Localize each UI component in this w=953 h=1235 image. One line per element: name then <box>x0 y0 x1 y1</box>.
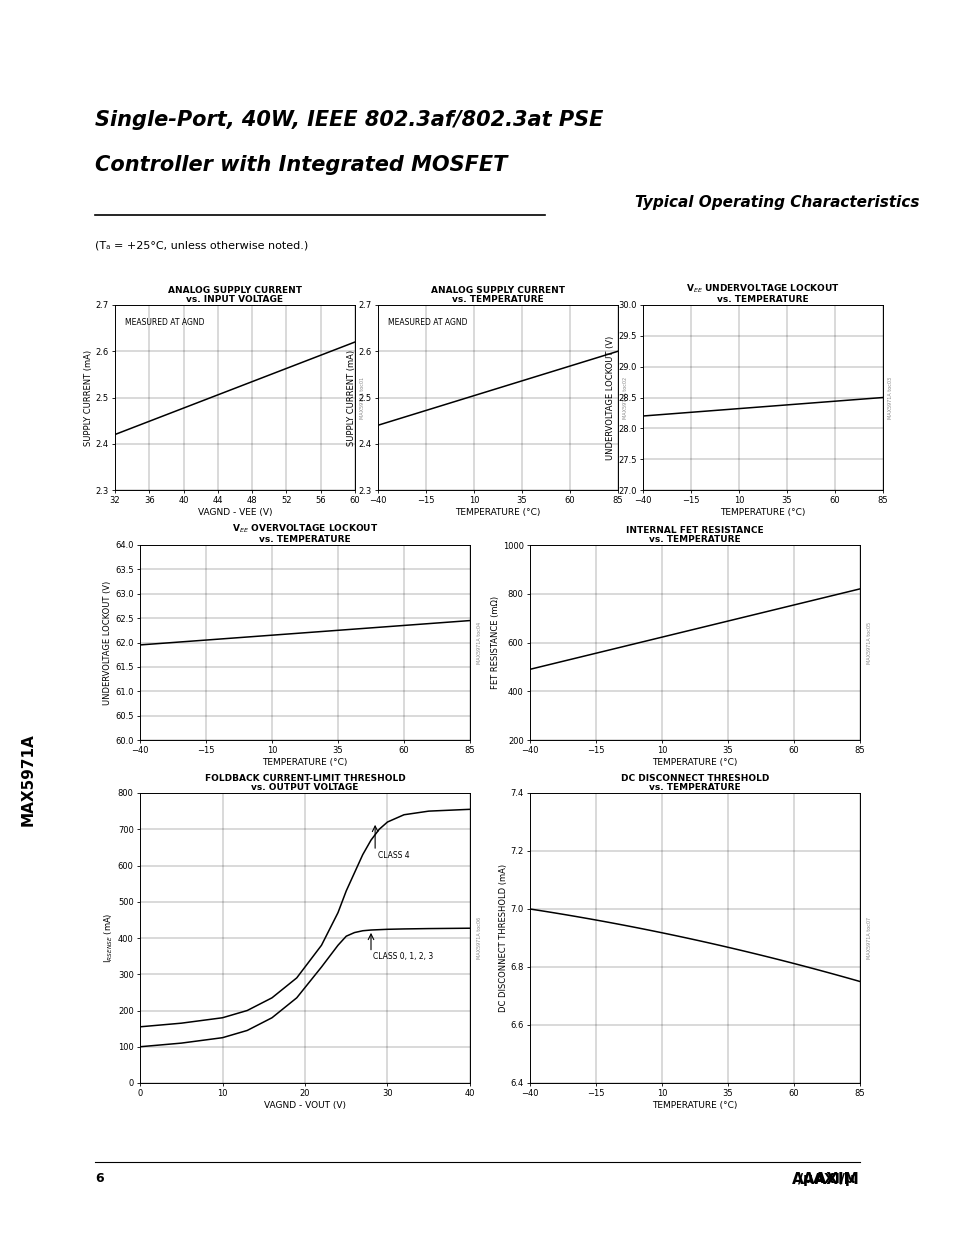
Text: vs. TEMPERATURE: vs. TEMPERATURE <box>648 783 740 792</box>
Text: MAX5971A toc06: MAX5971A toc06 <box>476 916 481 960</box>
Text: MEASURED AT AGND: MEASURED AT AGND <box>387 317 467 327</box>
Y-axis label: UNDERVOLTAGE LOCKOUT (V): UNDERVOLTAGE LOCKOUT (V) <box>103 580 112 705</box>
X-axis label: TEMPERATURE (°C): TEMPERATURE (°C) <box>455 508 540 517</box>
Y-axis label: SUPPLY CURRENT (mA): SUPPLY CURRENT (mA) <box>346 350 355 446</box>
Text: FOLDBACK CURRENT-LIMIT THRESHOLD: FOLDBACK CURRENT-LIMIT THRESHOLD <box>204 774 405 783</box>
Y-axis label: DC DISCONNECT THRESHOLD (mA): DC DISCONNECT THRESHOLD (mA) <box>498 864 507 1011</box>
X-axis label: VAGND - VEE (V): VAGND - VEE (V) <box>197 508 272 517</box>
Text: vs. TEMPERATURE: vs. TEMPERATURE <box>648 535 740 543</box>
Text: MEASURED AT AGND: MEASURED AT AGND <box>125 317 204 327</box>
Text: vs. TEMPERATURE: vs. TEMPERATURE <box>452 295 543 304</box>
Y-axis label: FET RESISTANCE (mΩ): FET RESISTANCE (mΩ) <box>491 597 499 689</box>
Text: MAX5971A toc07: MAX5971A toc07 <box>865 916 871 960</box>
Text: Controller with Integrated MOSFET: Controller with Integrated MOSFET <box>95 156 507 175</box>
Text: CLASS 0, 1, 2, 3: CLASS 0, 1, 2, 3 <box>373 952 434 962</box>
Y-axis label: UNDERVOLTAGE LOCKOUT (V): UNDERVOLTAGE LOCKOUT (V) <box>606 336 615 459</box>
Text: 6: 6 <box>95 1172 104 1186</box>
X-axis label: TEMPERATURE (°C): TEMPERATURE (°C) <box>262 758 347 767</box>
Text: V$_{EE}$ UNDERVOLTAGE LOCKOUT: V$_{EE}$ UNDERVOLTAGE LOCKOUT <box>685 283 839 295</box>
Text: AAAXIM: AAAXIM <box>791 1172 859 1187</box>
Text: MAX5971A toc02: MAX5971A toc02 <box>622 377 627 419</box>
Text: vs. OUTPUT VOLTAGE: vs. OUTPUT VOLTAGE <box>251 783 358 792</box>
Text: MAX5971A: MAX5971A <box>20 734 35 826</box>
Text: INTERNAL FET RESISTANCE: INTERNAL FET RESISTANCE <box>625 526 763 535</box>
Text: Typical Operating Characteristics: Typical Operating Characteristics <box>635 195 919 210</box>
Text: DC DISCONNECT THRESHOLD: DC DISCONNECT THRESHOLD <box>620 774 768 783</box>
Text: vs. TEMPERATURE: vs. TEMPERATURE <box>717 295 808 304</box>
Text: CLASS 4: CLASS 4 <box>377 851 409 860</box>
Text: vs. INPUT VOLTAGE: vs. INPUT VOLTAGE <box>186 295 283 304</box>
X-axis label: TEMPERATURE (°C): TEMPERATURE (°C) <box>652 758 737 767</box>
Text: /μAXI/μ: /μAXI/μ <box>797 1172 854 1186</box>
Text: ANALOG SUPPLY CURRENT: ANALOG SUPPLY CURRENT <box>168 287 302 295</box>
Text: vs. TEMPERATURE: vs. TEMPERATURE <box>259 535 351 543</box>
X-axis label: VAGND - VOUT (V): VAGND - VOUT (V) <box>264 1102 346 1110</box>
Y-axis label: SUPPLY CURRENT (mA): SUPPLY CURRENT (mA) <box>84 350 92 446</box>
Text: MAX5971A toc04: MAX5971A toc04 <box>476 621 481 663</box>
Text: ANALOG SUPPLY CURRENT: ANALOG SUPPLY CURRENT <box>431 287 564 295</box>
X-axis label: TEMPERATURE (°C): TEMPERATURE (°C) <box>720 508 805 517</box>
X-axis label: TEMPERATURE (°C): TEMPERATURE (°C) <box>652 1102 737 1110</box>
Y-axis label: I$_{RSENSE}$ (mA): I$_{RSENSE}$ (mA) <box>103 913 115 963</box>
Text: Single-Port, 40W, IEEE 802.3af/802.3at PSE: Single-Port, 40W, IEEE 802.3af/802.3at P… <box>95 110 602 130</box>
Text: MAX5971A toc01: MAX5971A toc01 <box>359 377 364 419</box>
Text: MAX5971A toc05: MAX5971A toc05 <box>865 621 871 663</box>
Text: MAX5971A toc03: MAX5971A toc03 <box>887 377 892 419</box>
Text: (Tₐ = +25°C, unless otherwise noted.): (Tₐ = +25°C, unless otherwise noted.) <box>95 240 308 249</box>
Text: V$_{EE}$ OVERVOLTAGE LOCKOUT: V$_{EE}$ OVERVOLTAGE LOCKOUT <box>232 522 377 535</box>
